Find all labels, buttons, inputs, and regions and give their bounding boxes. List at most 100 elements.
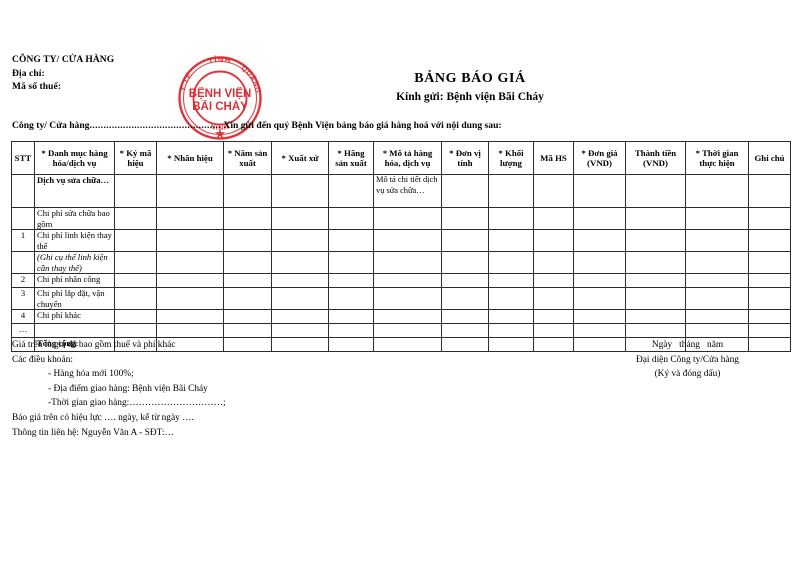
row-empty-cell[interactable]: [573, 174, 626, 208]
row-empty-cell[interactable]: [271, 174, 329, 208]
row-empty-cell[interactable]: [114, 229, 157, 252]
row-empty-cell[interactable]: [156, 229, 224, 252]
row-item-name-cell[interactable]: Chi phí khác: [34, 309, 115, 324]
row-empty-cell[interactable]: [271, 229, 329, 252]
row-empty-cell[interactable]: [685, 323, 749, 338]
row-empty-cell[interactable]: [533, 251, 574, 274]
row-empty-cell[interactable]: [685, 207, 749, 230]
row-empty-cell[interactable]: [625, 251, 686, 274]
row-empty-cell[interactable]: [223, 207, 272, 230]
row-item-name-cell[interactable]: [34, 323, 115, 338]
row-empty-cell[interactable]: [441, 174, 489, 208]
row-empty-cell[interactable]: [625, 309, 686, 324]
row-empty-cell[interactable]: [748, 207, 791, 230]
row-empty-cell[interactable]: [488, 337, 534, 352]
row-item-name-cell[interactable]: Chi phí linh kiện thay thế: [34, 229, 115, 252]
row-empty-cell[interactable]: [114, 323, 157, 338]
row-description-cell[interactable]: [373, 309, 442, 324]
row-empty-cell[interactable]: [223, 287, 272, 310]
row-empty-cell[interactable]: [328, 337, 374, 352]
row-empty-cell[interactable]: [114, 207, 157, 230]
row-empty-cell[interactable]: [328, 323, 374, 338]
row-empty-cell[interactable]: [573, 273, 626, 288]
row-empty-cell[interactable]: [271, 251, 329, 274]
row-empty-cell[interactable]: [328, 207, 374, 230]
row-empty-cell[interactable]: [114, 287, 157, 310]
row-empty-cell[interactable]: [748, 229, 791, 252]
row-empty-cell[interactable]: [223, 229, 272, 252]
row-empty-cell[interactable]: [625, 174, 686, 208]
row-empty-cell[interactable]: [488, 309, 534, 324]
row-empty-cell[interactable]: [573, 229, 626, 252]
row-empty-cell[interactable]: [223, 174, 272, 208]
row-item-name-cell[interactable]: Chi phí lắp đặt, vận chuyển: [34, 287, 115, 310]
row-empty-cell[interactable]: [488, 273, 534, 288]
row-empty-cell[interactable]: [441, 229, 489, 252]
row-empty-cell[interactable]: [328, 309, 374, 324]
row-empty-cell[interactable]: [533, 174, 574, 208]
row-description-cell[interactable]: [373, 287, 442, 310]
row-empty-cell[interactable]: [114, 251, 157, 274]
row-empty-cell[interactable]: [748, 337, 791, 352]
row-empty-cell[interactable]: [625, 323, 686, 338]
row-description-cell[interactable]: [373, 229, 442, 252]
row-empty-cell[interactable]: [573, 287, 626, 310]
row-empty-cell[interactable]: [533, 309, 574, 324]
row-empty-cell[interactable]: [488, 323, 534, 338]
row-empty-cell[interactable]: [488, 251, 534, 274]
row-empty-cell[interactable]: [271, 337, 329, 352]
row-empty-cell[interactable]: [441, 287, 489, 310]
row-empty-cell[interactable]: [156, 273, 224, 288]
row-empty-cell[interactable]: [533, 287, 574, 310]
row-description-cell[interactable]: [373, 273, 442, 288]
row-empty-cell[interactable]: [748, 174, 791, 208]
row-empty-cell[interactable]: [328, 273, 374, 288]
row-empty-cell[interactable]: [573, 323, 626, 338]
row-empty-cell[interactable]: [156, 251, 224, 274]
row-empty-cell[interactable]: [223, 251, 272, 274]
row-empty-cell[interactable]: [533, 229, 574, 252]
row-empty-cell[interactable]: [271, 309, 329, 324]
row-empty-cell[interactable]: [625, 287, 686, 310]
row-item-name-cell[interactable]: Chi phí sửa chữa bao gồm: [34, 207, 115, 230]
row-item-name-cell[interactable]: (Ghi cụ thể linh kiện cần thay thế): [34, 251, 115, 274]
row-empty-cell[interactable]: [685, 309, 749, 324]
row-empty-cell[interactable]: [488, 287, 534, 310]
row-empty-cell[interactable]: [114, 174, 157, 208]
row-description-cell[interactable]: [373, 251, 442, 274]
row-empty-cell[interactable]: [271, 207, 329, 230]
row-empty-cell[interactable]: [114, 273, 157, 288]
row-empty-cell[interactable]: [625, 207, 686, 230]
row-empty-cell[interactable]: [748, 323, 791, 338]
row-empty-cell[interactable]: [573, 309, 626, 324]
row-empty-cell[interactable]: [271, 287, 329, 310]
row-empty-cell[interactable]: [328, 229, 374, 252]
row-description-cell[interactable]: [373, 337, 442, 352]
row-description-cell[interactable]: Mô tả chi tiết dịch vụ sửa chữa…: [373, 174, 442, 208]
row-empty-cell[interactable]: [748, 251, 791, 274]
row-item-name-cell[interactable]: Dịch vụ sửa chữa…: [34, 174, 115, 208]
row-empty-cell[interactable]: [685, 251, 749, 274]
row-empty-cell[interactable]: [533, 207, 574, 230]
row-empty-cell[interactable]: [156, 174, 224, 208]
row-empty-cell[interactable]: [685, 273, 749, 288]
row-empty-cell[interactable]: [533, 323, 574, 338]
row-empty-cell[interactable]: [685, 174, 749, 208]
row-empty-cell[interactable]: [488, 229, 534, 252]
row-empty-cell[interactable]: [748, 287, 791, 310]
row-empty-cell[interactable]: [625, 229, 686, 252]
row-empty-cell[interactable]: [441, 323, 489, 338]
row-empty-cell[interactable]: [533, 337, 574, 352]
row-empty-cell[interactable]: [441, 251, 489, 274]
row-empty-cell[interactable]: [441, 337, 489, 352]
row-empty-cell[interactable]: [114, 309, 157, 324]
row-empty-cell[interactable]: [441, 309, 489, 324]
row-description-cell[interactable]: [373, 207, 442, 230]
row-empty-cell[interactable]: [533, 273, 574, 288]
row-empty-cell[interactable]: [223, 323, 272, 338]
row-empty-cell[interactable]: [573, 251, 626, 274]
row-empty-cell[interactable]: [573, 207, 626, 230]
row-empty-cell[interactable]: [685, 287, 749, 310]
row-empty-cell[interactable]: [441, 273, 489, 288]
row-empty-cell[interactable]: [271, 273, 329, 288]
